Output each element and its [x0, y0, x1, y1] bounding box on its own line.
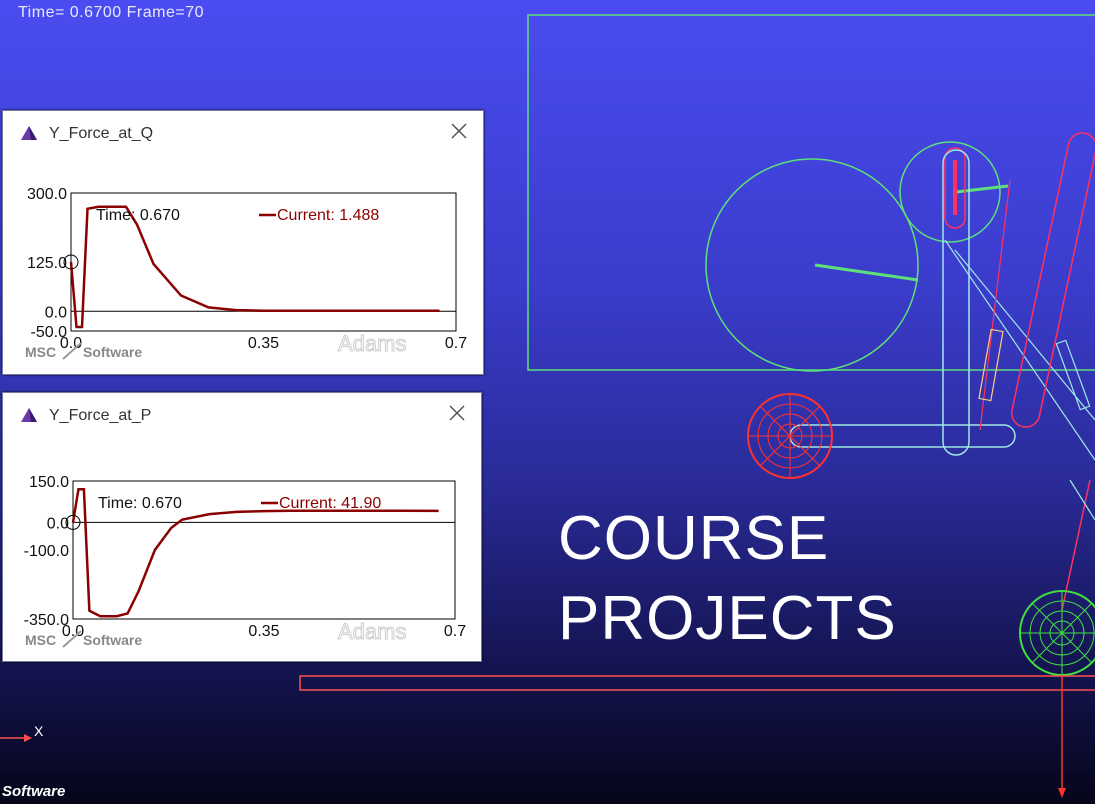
workspace-frame	[527, 14, 1095, 371]
red-wheel	[747, 393, 833, 479]
adams-app-icon	[21, 126, 37, 140]
y-tick-label: 150.0	[29, 474, 69, 491]
adams-watermark: Adams	[338, 619, 406, 644]
large-gear-circle	[705, 158, 919, 372]
y-tick-label: 125.0	[27, 255, 67, 272]
x-tick-label: 0.0	[62, 623, 84, 640]
y-tick-label: 0.0	[47, 515, 69, 532]
current-readout: Current: 41.90	[279, 495, 381, 512]
x-tick-label: 0.7	[445, 335, 467, 352]
time-marker	[63, 254, 79, 270]
time-readout: Time: 0.670	[96, 207, 180, 224]
y-tick-label: -50.0	[31, 324, 68, 341]
green-wheel	[1019, 590, 1095, 676]
y-tick-label: -350.0	[24, 612, 69, 629]
force-curve	[69, 205, 440, 329]
ground-rail	[299, 675, 1095, 691]
close-icon[interactable]	[449, 121, 469, 141]
plot-title: Y_Force_at_Q	[49, 125, 154, 142]
large-gear-spoke	[814, 263, 919, 282]
small-gear-circle	[899, 141, 1001, 243]
plot-titlebar[interactable]: Y_Force_at_P	[3, 393, 481, 433]
overlay-line-2: PROJECTS	[558, 584, 897, 653]
red-long-link	[1010, 132, 1095, 428]
time-marker	[65, 514, 81, 530]
close-icon[interactable]	[447, 403, 467, 423]
x-axis-label: X	[34, 723, 44, 739]
plot-window-p[interactable]: Y_Force_at_P 150.0 0.0 -100.0 -350.0 0.0 0.35…	[2, 392, 482, 662]
overlay-line-1: COURSE	[558, 504, 830, 573]
msc-logo: Software	[2, 783, 66, 800]
cyan-vertical-link	[942, 149, 970, 456]
time-readout: Time: 0.670	[98, 495, 182, 512]
current-readout: Current: 1.488	[277, 207, 379, 224]
force-curve	[71, 488, 439, 618]
x-tick-label: 0.0	[60, 335, 82, 352]
software-brand: Software	[83, 344, 142, 360]
y-tick-label: 0.0	[45, 304, 67, 321]
msc-brand: MSC	[25, 344, 56, 360]
plot-frame	[72, 480, 456, 620]
time-frame-status: Time= 0.6700 Frame=70	[18, 4, 204, 21]
x-tick-label: 0.35	[248, 623, 279, 640]
plot-window-q[interactable]: Y_Force_at_Q 300.0 125.0 0.0 -50.0 0.0 0.35 0.…	[2, 110, 484, 375]
plot-title: Y_Force_at_P	[49, 407, 152, 424]
adams-app-icon	[21, 408, 37, 422]
software-brand: Software	[83, 632, 142, 648]
red-slot-link	[944, 147, 966, 229]
y-tick-label: 300.0	[27, 186, 67, 203]
x-tick-label: 0.7	[444, 623, 466, 640]
plot-titlebar[interactable]: Y_Force_at_Q	[3, 111, 483, 151]
x-tick-label: 0.35	[248, 335, 279, 352]
y-tick-label: -100.0	[24, 543, 69, 560]
msc-brand: MSC	[25, 632, 56, 648]
adams-watermark: Adams	[338, 331, 406, 356]
